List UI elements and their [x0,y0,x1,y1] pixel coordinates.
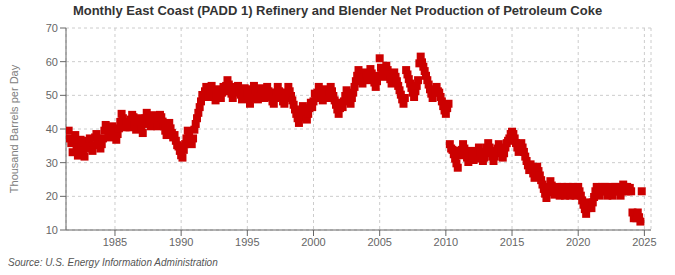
svg-text:10: 10 [46,224,58,236]
svg-text:2020: 2020 [566,236,590,248]
html-text:Monthly East Coast (PADD 1) Re: Monthly East Coast (PADD 1) Refinery and… [72,3,603,18]
svg-text:20: 20 [46,190,58,202]
svg-text:30: 30 [46,157,58,169]
html-text:Source: U.S. Energy Informatio: Source: U.S. Energy Information Administ… [8,257,218,268]
svg-text:60: 60 [46,56,58,68]
svg-text:2005: 2005 [367,236,391,248]
svg-text:1990: 1990 [169,236,193,248]
svg-text:40: 40 [46,123,58,135]
svg-text:Thousand Barrels per Day: Thousand Barrels per Day [8,64,20,193]
svg-text:2025: 2025 [632,236,656,248]
svg-text:1985: 1985 [103,236,127,248]
svg-text:2010: 2010 [434,236,458,248]
svg-text:2015: 2015 [500,236,524,248]
svg-text:1995: 1995 [235,236,259,248]
svg-text:50: 50 [46,89,58,101]
svg-text:2000: 2000 [301,236,325,248]
svg-text:70: 70 [46,22,58,34]
